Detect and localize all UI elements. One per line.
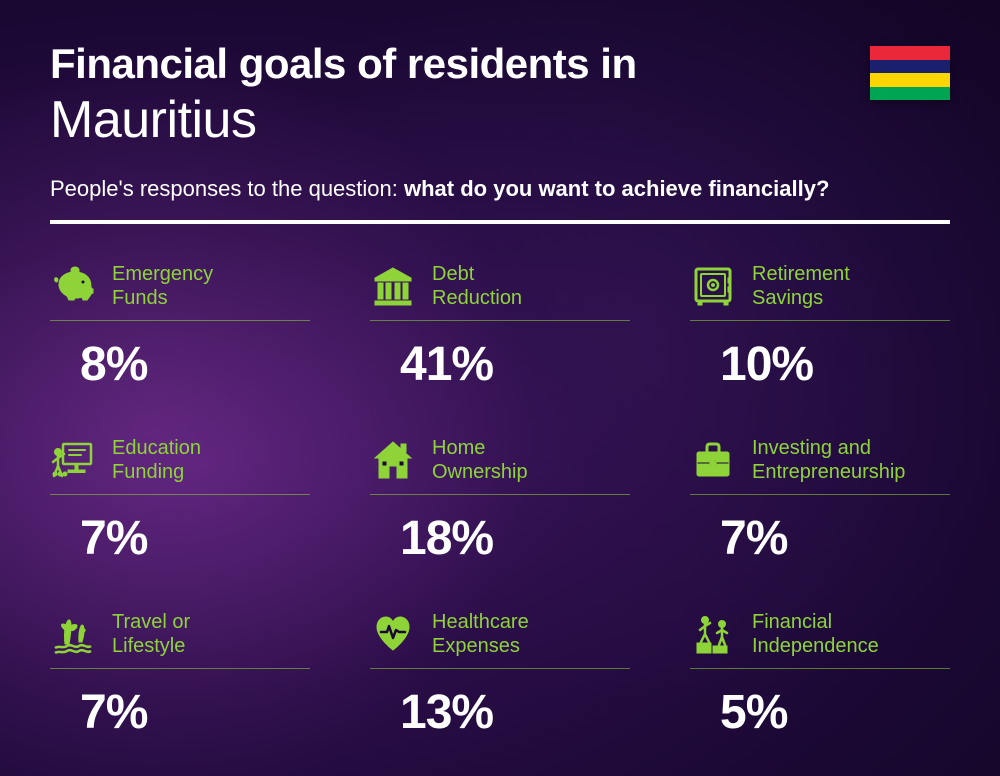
- briefcase-icon: [690, 437, 736, 483]
- flag-stripe-3: [870, 73, 950, 87]
- subtitle-question: what do you want to achieve financially?: [404, 176, 829, 201]
- title-line1: Financial goals of residents in: [50, 40, 870, 88]
- subtitle-prefix: People's responses to the question:: [50, 176, 404, 201]
- education-icon: [50, 437, 96, 483]
- title-line2: Mauritius: [50, 90, 870, 150]
- stat-header: HealthcareExpenses: [370, 610, 630, 669]
- stat-value: 18%: [370, 511, 630, 566]
- heart-pulse-icon: [370, 611, 416, 657]
- stat-label: Travel orLifestyle: [112, 610, 190, 658]
- stat-header: EducationFunding: [50, 436, 310, 495]
- stat-value: 10%: [690, 337, 950, 392]
- flag-stripe-2: [870, 60, 950, 74]
- stat-label: DebtReduction: [432, 262, 522, 310]
- stat-item: HealthcareExpenses 13%: [370, 610, 630, 740]
- stat-item: HomeOwnership 18%: [370, 436, 630, 566]
- stat-header: RetirementSavings: [690, 262, 950, 321]
- stat-item: FinancialIndependence 5%: [690, 610, 950, 740]
- stat-label: RetirementSavings: [752, 262, 850, 310]
- stat-value: 7%: [50, 685, 310, 740]
- stat-label: FinancialIndependence: [752, 610, 879, 658]
- stat-item: DebtReduction 41%: [370, 262, 630, 392]
- podium-icon: [690, 611, 736, 657]
- stat-item: Travel orLifestyle 7%: [50, 610, 310, 740]
- stat-label: EducationFunding: [112, 436, 201, 484]
- stat-value: 13%: [370, 685, 630, 740]
- flag-stripe-1: [870, 46, 950, 60]
- stat-value: 7%: [690, 511, 950, 566]
- subtitle: People's responses to the question: what…: [50, 176, 950, 202]
- stat-header: Travel orLifestyle: [50, 610, 310, 669]
- stats-grid: EmergencyFunds 8% DebtReduction 41% Retireme…: [50, 262, 950, 740]
- title-block: Financial goals of residents in Mauritiu…: [50, 40, 870, 150]
- stat-value: 41%: [370, 337, 630, 392]
- stat-value: 8%: [50, 337, 310, 392]
- stat-value: 7%: [50, 511, 310, 566]
- stat-label: HealthcareExpenses: [432, 610, 529, 658]
- stat-label: HomeOwnership: [432, 436, 528, 484]
- bank-icon: [370, 263, 416, 309]
- travel-icon: [50, 611, 96, 657]
- flag-mauritius: [870, 46, 950, 100]
- stat-header: EmergencyFunds: [50, 262, 310, 321]
- stat-label: Investing andEntrepreneurship: [752, 436, 905, 484]
- stat-header: FinancialIndependence: [690, 610, 950, 669]
- stat-item: EducationFunding 7%: [50, 436, 310, 566]
- piggy-bank-icon: [50, 263, 96, 309]
- stat-header: Investing andEntrepreneurship: [690, 436, 950, 495]
- stat-item: EmergencyFunds 8%: [50, 262, 310, 392]
- stat-item: Investing andEntrepreneurship 7%: [690, 436, 950, 566]
- stat-item: RetirementSavings 10%: [690, 262, 950, 392]
- stat-value: 5%: [690, 685, 950, 740]
- header: Financial goals of residents in Mauritiu…: [50, 40, 950, 150]
- flag-stripe-4: [870, 87, 950, 101]
- stat-label: EmergencyFunds: [112, 262, 213, 310]
- house-icon: [370, 437, 416, 483]
- divider: [50, 220, 950, 224]
- safe-icon: [690, 263, 736, 309]
- stat-header: HomeOwnership: [370, 436, 630, 495]
- stat-header: DebtReduction: [370, 262, 630, 321]
